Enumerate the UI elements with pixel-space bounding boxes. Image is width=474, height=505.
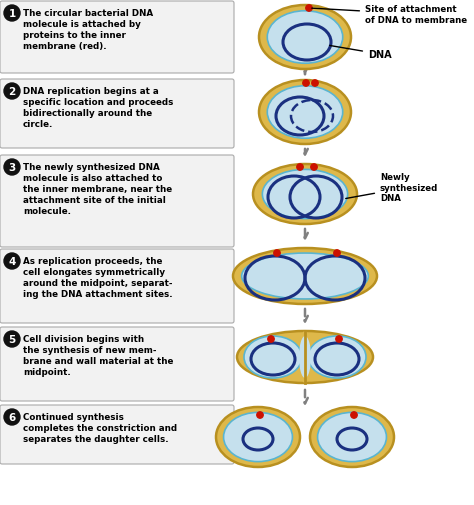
Text: 1: 1 xyxy=(9,9,16,19)
Circle shape xyxy=(312,81,318,87)
Ellipse shape xyxy=(310,407,394,467)
Text: 3: 3 xyxy=(9,163,16,173)
Circle shape xyxy=(334,250,340,257)
Circle shape xyxy=(336,336,342,342)
Circle shape xyxy=(4,6,20,22)
Text: The circular bacterial DNA
molecule is attached by
proteins to the inner
membran: The circular bacterial DNA molecule is a… xyxy=(23,9,153,51)
Text: The newly synthesized DNA
molecule is also attached to
the inner membrane, near : The newly synthesized DNA molecule is al… xyxy=(23,163,172,216)
Circle shape xyxy=(268,336,274,342)
FancyBboxPatch shape xyxy=(0,405,234,464)
Ellipse shape xyxy=(224,413,292,462)
Ellipse shape xyxy=(216,407,300,467)
Text: DNA replication begins at a
specific location and proceeds
bidirectionally aroun: DNA replication begins at a specific loc… xyxy=(23,87,173,129)
Text: Continued synthesis
completes the constriction and
separates the daughter cells.: Continued synthesis completes the constr… xyxy=(23,412,177,443)
Ellipse shape xyxy=(259,81,351,145)
Circle shape xyxy=(4,160,20,176)
Circle shape xyxy=(4,84,20,100)
Text: 2: 2 xyxy=(9,87,16,97)
Ellipse shape xyxy=(308,336,366,378)
FancyBboxPatch shape xyxy=(0,327,234,401)
Text: Site of attachment
of DNA to membrane: Site of attachment of DNA to membrane xyxy=(312,5,467,25)
Ellipse shape xyxy=(253,165,357,225)
Ellipse shape xyxy=(267,12,343,64)
Text: DNA: DNA xyxy=(330,46,392,60)
Ellipse shape xyxy=(299,336,311,378)
Circle shape xyxy=(306,6,312,12)
Circle shape xyxy=(351,412,357,418)
Ellipse shape xyxy=(244,336,302,378)
Text: As replication proceeds, the
cell elongates symmetrically
around the midpoint, s: As replication proceeds, the cell elonga… xyxy=(23,257,173,299)
Ellipse shape xyxy=(237,331,373,383)
Circle shape xyxy=(4,409,20,425)
Text: 6: 6 xyxy=(9,412,16,422)
Circle shape xyxy=(274,250,280,257)
Circle shape xyxy=(257,412,263,418)
Circle shape xyxy=(311,165,317,171)
Ellipse shape xyxy=(242,254,368,299)
Text: 5: 5 xyxy=(9,334,16,344)
FancyBboxPatch shape xyxy=(0,80,234,148)
Circle shape xyxy=(297,165,303,171)
Text: Newly
synthesized
DNA: Newly synthesized DNA xyxy=(346,173,438,203)
FancyBboxPatch shape xyxy=(0,2,234,74)
Ellipse shape xyxy=(259,6,351,70)
Ellipse shape xyxy=(267,86,343,139)
Circle shape xyxy=(303,81,309,87)
Ellipse shape xyxy=(263,170,347,219)
Circle shape xyxy=(4,254,20,270)
Ellipse shape xyxy=(298,331,312,383)
FancyBboxPatch shape xyxy=(0,249,234,323)
Ellipse shape xyxy=(233,248,377,305)
Text: Cell division begins with
the synthesis of new mem-
brane and wall material at t: Cell division begins with the synthesis … xyxy=(23,334,173,377)
Text: 4: 4 xyxy=(9,257,16,267)
Ellipse shape xyxy=(318,413,386,462)
FancyBboxPatch shape xyxy=(0,156,234,247)
Circle shape xyxy=(4,331,20,347)
